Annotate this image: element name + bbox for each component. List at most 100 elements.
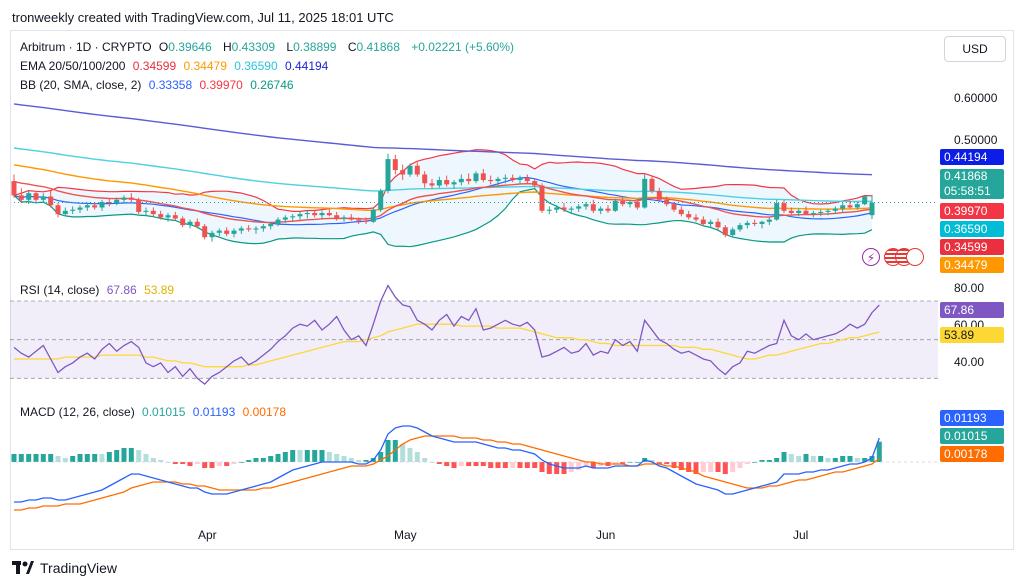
macd-histogram-bar: [634, 462, 640, 463]
macd-histogram-bar: [708, 462, 714, 472]
bb-lower-value: 0.26746: [250, 78, 294, 92]
candle-body: [400, 170, 406, 175]
time-label-apr: Apr: [198, 528, 217, 542]
macd-histogram-bar: [444, 462, 450, 466]
candle-body: [114, 199, 120, 204]
currency-button[interactable]: USD: [944, 36, 1006, 62]
macd-histogram-bar: [282, 452, 288, 462]
macd-histogram-bar: [209, 462, 215, 468]
macd-histogram-bar: [356, 460, 362, 462]
macd-histogram-bar: [62, 458, 68, 462]
macd-histogram-bar: [686, 462, 692, 472]
macd-histogram-bar: [231, 462, 237, 464]
macd-histogram-bar: [253, 458, 259, 462]
macd-histogram-bar: [33, 454, 39, 462]
macd-layer: [10, 425, 938, 511]
macd-legend[interactable]: MACD (12, 26, close) 0.01015 0.01193 0.0…: [20, 405, 290, 419]
macd-histogram-bar: [246, 460, 252, 462]
macd-histogram-bar: [612, 462, 618, 464]
candle-body: [473, 173, 479, 182]
symbol-legend: Arbitrum · 1D · CRYPTO O0.39646 H0.43309…: [20, 40, 518, 54]
candle-body: [840, 205, 846, 209]
macd-histogram-bar: [583, 462, 589, 466]
macd-histogram-bar: [678, 462, 684, 470]
candle-body: [238, 228, 244, 231]
open-value: 0.39646: [168, 40, 212, 54]
ema20-value: 0.34599: [132, 59, 177, 73]
candle-body: [136, 199, 142, 212]
candle-body: [18, 195, 24, 200]
macd-histogram-bar: [649, 460, 655, 462]
bb-lower-line: [13, 188, 873, 248]
macd-histogram-bar: [766, 460, 772, 462]
time-label-jun: Jun: [596, 528, 616, 542]
macd-histogram-bar: [150, 458, 156, 462]
candle-body: [502, 177, 508, 179]
macd-histogram-bar: [436, 462, 442, 464]
candle-body: [510, 177, 516, 180]
macd-histogram-bar: [576, 462, 582, 470]
ema-legend[interactable]: EMA 20/50/100/200 0.34599 0.34479 0.3659…: [20, 59, 332, 73]
bb-label: BB (20, SMA, close, 2): [20, 78, 142, 92]
macd-histogram-bar: [304, 450, 310, 462]
candle-body: [759, 221, 765, 224]
macd-histogram-bar: [136, 450, 142, 462]
candle-body: [634, 202, 640, 208]
candle-body: [363, 220, 369, 222]
macd-histogram-bar: [238, 462, 244, 463]
candle-body: [480, 173, 486, 180]
candle-body: [77, 207, 83, 210]
macd-histogram-bar: [517, 462, 523, 468]
macd-histogram-bar: [216, 462, 222, 466]
macd-signal-line: [14, 435, 880, 511]
macd-histogram-bar: [664, 462, 670, 464]
macd-histogram-bar: [554, 462, 560, 474]
candle-body: [128, 197, 134, 200]
macd-histogram-bar: [18, 454, 24, 462]
event-icon[interactable]: [906, 248, 924, 266]
candle-body: [253, 228, 259, 230]
macd-histogram-bar: [495, 462, 501, 468]
price-tick-0.6: 0.60000: [954, 91, 998, 105]
candle-body: [290, 216, 296, 218]
candle-body: [180, 218, 186, 226]
macd-badge: 0.01193: [940, 410, 1004, 426]
candle-body: [517, 177, 523, 180]
macd-histogram-bar: [224, 462, 230, 466]
candle-body: [312, 213, 318, 216]
candle-body: [436, 180, 442, 186]
candle-body: [612, 200, 618, 211]
candle-body: [260, 226, 266, 229]
macd-hist-value: 0.01015: [142, 405, 186, 419]
candle-body: [524, 177, 530, 182]
symbol-label[interactable]: Arbitrum · 1D · CRYPTO: [20, 40, 152, 54]
candle-body: [451, 182, 457, 185]
macd-histogram-bar: [48, 454, 54, 462]
candle-body: [532, 181, 538, 186]
candle-body: [862, 196, 868, 205]
price-badge-bb-upper: 0.39970: [940, 203, 1004, 219]
candle-body: [766, 219, 772, 222]
macd-histogram-bar: [700, 462, 706, 472]
ema-label: EMA 20/50/100/200: [20, 59, 126, 73]
macd-label: MACD (12, 26, close): [20, 405, 135, 419]
lightning-icon[interactable]: ⚡: [862, 248, 880, 266]
candle-body: [407, 165, 413, 175]
candle-body: [854, 204, 860, 208]
candle-body: [598, 208, 604, 211]
candle-body: [781, 203, 787, 211]
candle-body: [642, 178, 648, 208]
price-badge-ema20: 0.34599: [940, 239, 1004, 255]
ema-layer: [13, 103, 873, 224]
bb-legend[interactable]: BB (20, SMA, close, 2) 0.33358 0.39970 0…: [20, 78, 298, 92]
macd-histogram-bar: [862, 458, 868, 462]
macd-histogram-bar: [92, 454, 98, 462]
macd-histogram-bar: [407, 448, 413, 462]
tradingview-logo-text: TradingView: [40, 560, 118, 576]
rsi-legend[interactable]: RSI (14, close) 67.86 53.89: [20, 283, 178, 297]
bollinger-band-layer: [13, 149, 873, 248]
price-badge-ema50: 0.34479: [940, 257, 1004, 273]
tradingview-logo[interactable]: TradingView: [12, 560, 117, 576]
candle-body: [304, 213, 310, 215]
